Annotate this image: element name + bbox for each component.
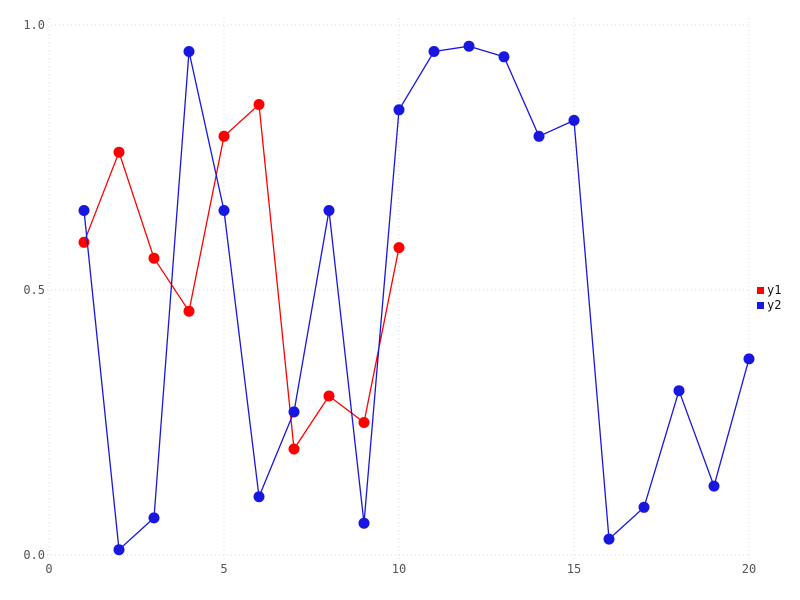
y-tick-label: 1.0 [23,18,45,32]
legend-swatch-y2-icon [757,301,764,309]
x-axis-tick-labels: 0 5 10 15 20 [45,562,756,576]
y-axis-tick-labels: 0.0 0.5 1.0 [23,18,45,562]
gridlines [43,18,750,559]
legend-label-y1: y1 [767,283,782,297]
x-tick-label: 5 [220,562,227,576]
legend: y1 y2 [757,283,781,312]
legend-label-y2: y2 [767,298,782,312]
y-tick-label: 0.5 [23,283,45,297]
x-tick-label: 20 [742,562,756,576]
series-y1 [78,99,405,455]
legend-item-y1: y1 [757,283,781,297]
x-tick-label: 0 [45,562,52,576]
series-y2 [78,40,755,556]
y-tick-label: 0.0 [23,548,45,562]
legend-swatch-y1-icon [757,286,764,294]
x-tick-label: 10 [392,562,406,576]
data-series [78,40,755,556]
x-tick-label: 15 [567,562,581,576]
legend-item-y2: y2 [757,298,781,312]
